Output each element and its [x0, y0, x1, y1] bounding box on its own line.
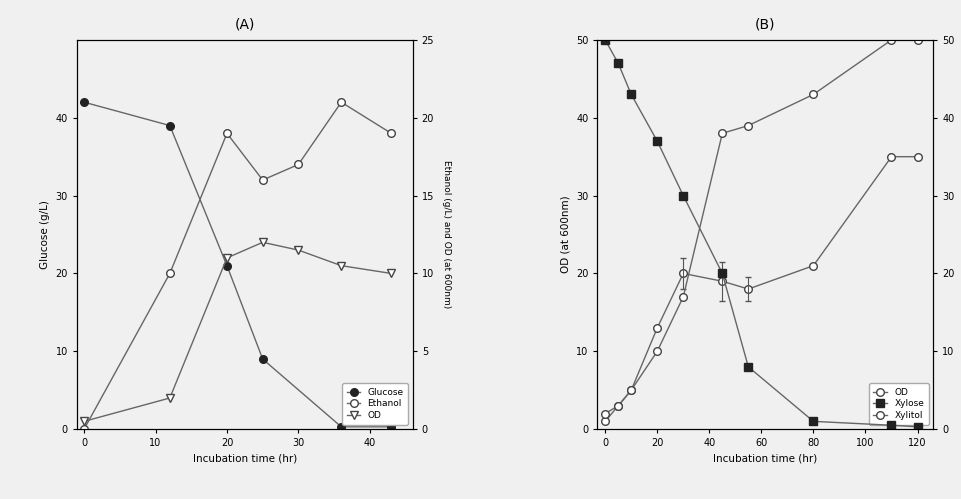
OD	[78, 418, 89, 424]
Xylitol	[807, 91, 819, 97]
Legend: Glucose, Ethanol, OD: Glucose, Ethanol, OD	[342, 383, 407, 425]
Y-axis label: OD (at 600nm): OD (at 600nm)	[560, 196, 570, 273]
OD	[612, 403, 624, 409]
Ethanol	[257, 177, 268, 183]
OD	[599, 418, 610, 424]
Ethanol	[164, 270, 176, 276]
Xylose	[885, 422, 897, 428]
Xylitol	[677, 294, 688, 300]
OD	[911, 154, 923, 160]
Xylose	[742, 364, 753, 370]
Xylose	[612, 60, 624, 66]
OD	[385, 270, 397, 276]
Y-axis label: Ethanol (g/L) and OD (at 600nm): Ethanol (g/L) and OD (at 600nm)	[441, 160, 451, 309]
Xylose	[599, 37, 610, 43]
Line: Xylose: Xylose	[601, 36, 921, 431]
Xylose	[651, 138, 662, 144]
Line: OD: OD	[601, 153, 921, 425]
OD	[257, 240, 268, 246]
OD	[716, 278, 727, 284]
OD	[677, 270, 688, 276]
Glucose	[257, 356, 268, 362]
Legend: OD, Xylose, Xylitol: OD, Xylose, Xylitol	[868, 383, 927, 425]
Glucose	[164, 123, 176, 129]
Xylitol	[716, 130, 727, 136]
Xylitol	[599, 411, 610, 417]
OD	[335, 262, 347, 268]
Line: OD: OD	[80, 239, 395, 425]
Title: (A): (A)	[234, 18, 255, 32]
OD	[221, 255, 233, 261]
Xylose	[807, 418, 819, 424]
OD	[292, 247, 304, 253]
OD	[651, 325, 662, 331]
X-axis label: Incubation time (hr): Incubation time (hr)	[712, 454, 817, 464]
Line: Ethanol: Ethanol	[80, 98, 395, 433]
OD	[742, 286, 753, 292]
OD	[625, 387, 636, 393]
Xylose	[716, 270, 727, 276]
Xylose	[911, 424, 923, 430]
Xylose	[625, 91, 636, 97]
Line: Glucose: Glucose	[80, 98, 395, 431]
Xylitol	[612, 403, 624, 409]
Glucose	[335, 424, 347, 430]
Ethanol	[335, 99, 347, 105]
Glucose	[78, 99, 89, 105]
Xylitol	[911, 37, 923, 43]
Xylitol	[625, 387, 636, 393]
Glucose	[221, 262, 233, 268]
OD	[164, 395, 176, 401]
OD	[885, 154, 897, 160]
Ethanol	[385, 130, 397, 136]
OD	[807, 262, 819, 268]
Ethanol	[221, 130, 233, 136]
Title: (B): (B)	[754, 18, 775, 32]
Xylitol	[742, 123, 753, 129]
Xylose	[677, 193, 688, 199]
Y-axis label: Glucose (g/L): Glucose (g/L)	[40, 200, 50, 269]
X-axis label: Incubation time (hr): Incubation time (hr)	[192, 454, 297, 464]
Ethanol	[292, 162, 304, 168]
Xylitol	[885, 37, 897, 43]
Ethanol	[78, 426, 89, 432]
Xylitol	[651, 348, 662, 354]
Glucose	[385, 424, 397, 430]
Line: Xylitol: Xylitol	[601, 36, 921, 417]
